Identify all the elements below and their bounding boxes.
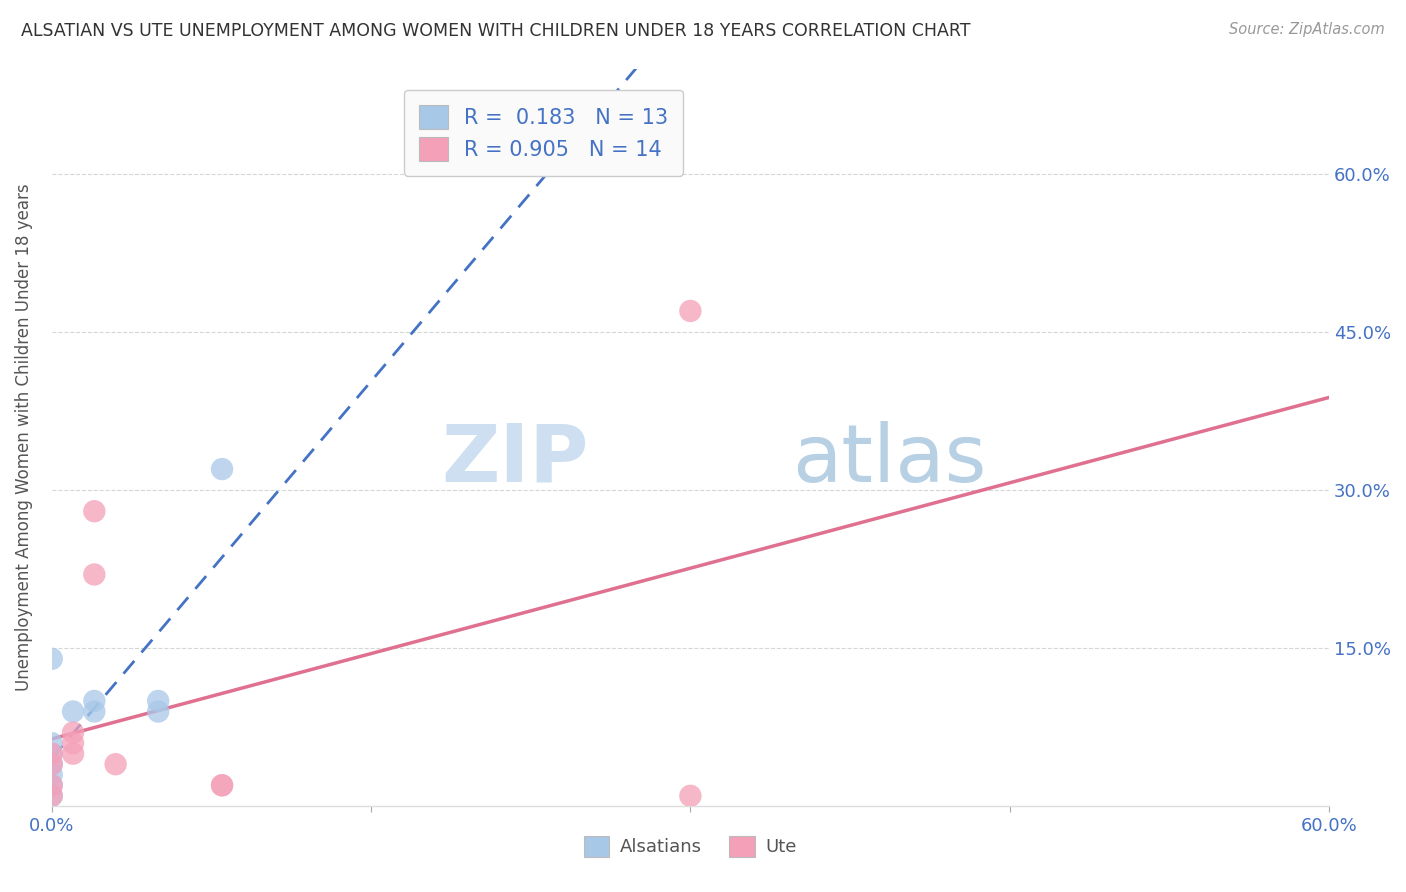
Point: [211, 778, 233, 792]
Text: ZIP: ZIP: [441, 421, 588, 499]
Point: [679, 304, 702, 318]
Point: [83, 504, 105, 518]
Y-axis label: Unemployment Among Women with Children Under 18 years: Unemployment Among Women with Children U…: [15, 184, 32, 691]
Text: atlas: atlas: [793, 421, 987, 499]
Point: [41, 747, 63, 761]
Point: [41, 789, 63, 803]
Point: [41, 747, 63, 761]
Point: [62, 705, 84, 719]
Text: Source: ZipAtlas.com: Source: ZipAtlas.com: [1229, 22, 1385, 37]
Point: [62, 725, 84, 739]
Point: [211, 462, 233, 476]
Point: [148, 694, 170, 708]
Point: [41, 789, 63, 803]
Point: [41, 778, 63, 792]
Point: [41, 757, 63, 772]
Point: [41, 652, 63, 666]
Point: [62, 736, 84, 750]
Point: [41, 768, 63, 782]
Point: [83, 567, 105, 582]
Point: [41, 757, 63, 772]
Legend: Alsatians, Ute: Alsatians, Ute: [576, 829, 804, 863]
Point: [211, 778, 233, 792]
Point: [62, 747, 84, 761]
Point: [104, 757, 127, 772]
Point: [148, 705, 170, 719]
Point: [41, 778, 63, 792]
Text: ALSATIAN VS UTE UNEMPLOYMENT AMONG WOMEN WITH CHILDREN UNDER 18 YEARS CORRELATIO: ALSATIAN VS UTE UNEMPLOYMENT AMONG WOMEN…: [21, 22, 970, 40]
Point: [679, 789, 702, 803]
Point: [83, 694, 105, 708]
Point: [83, 705, 105, 719]
Point: [41, 736, 63, 750]
